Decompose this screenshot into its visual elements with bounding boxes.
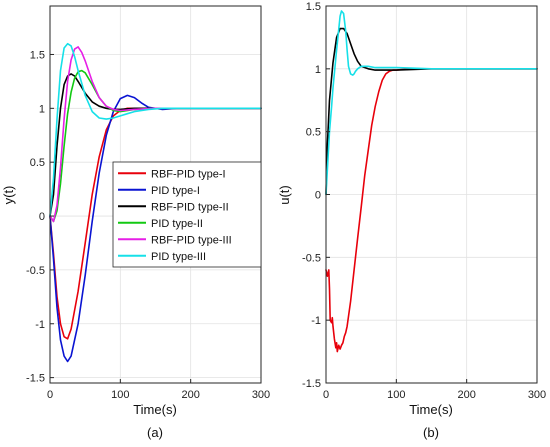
x-tick-label: 200 [457,389,475,401]
panel-a: 0 100 200 300 -1.5 -1 -0.5 0 0.5 1 1.5 Time(s) y(t… [1,5,270,440]
legend: RBF-PID type-I PID type-I RBF-PID type-II P… [112,161,262,268]
subtitle-a: (a) [147,425,163,440]
y-tick-label: 1 [39,103,45,115]
y-tick-label: -0.5 [302,252,321,264]
subtitle-b: (b) [423,425,439,440]
series-line-a-4 [49,46,262,223]
y-tick-label: 0 [39,211,45,223]
y-tick-label: -1 [311,315,321,327]
y-tick-label: -0.5 [26,265,45,277]
legend-label: PID type-II [151,218,203,230]
y-tick-label: 0.5 [306,127,321,139]
y-tick-label: -1 [35,319,45,331]
y-tick-label: 1.5 [30,49,45,61]
series-line-a-5 [49,42,262,217]
x-tick-label: 0 [47,389,53,401]
y-tick-label: 1 [315,64,321,76]
x-tick-label: 100 [111,389,129,401]
legend-box [112,161,262,268]
y-tick-label: 0.5 [30,157,45,169]
legend-label: RBF-PID type-I [151,168,226,180]
legend-label: PID type-III [151,251,206,263]
y-axis-label-b: u(t) [277,185,292,205]
y-axis-label-a: y(t) [1,186,16,205]
x-axis-label-a: Time(s) [133,402,177,417]
series-line-b-1 [325,27,538,196]
x-tick-label: 0 [323,389,329,401]
y-tick-label: 1.5 [306,1,321,13]
x-tick-label: 300 [252,389,270,401]
x-tick-label: 200 [181,389,199,401]
series-line-b-2 [325,10,538,196]
y-tick-label: -1.5 [26,373,45,385]
x-axis-label-b: Time(s) [409,402,453,417]
panel-b: 0 100 200 300 -1.5 -1 -0.5 0 0.5 1 1.5 Time(s) u(t… [277,1,546,440]
legend-label: RBF-PID type-III [151,234,232,246]
x-tick-label: 300 [528,389,546,401]
y-tick-label: -1.5 [302,378,321,390]
x-tick-label: 100 [387,389,405,401]
legend-label: RBF-PID type-II [151,201,229,213]
series-line-b-0 [325,68,538,353]
y-tick-label: 0 [315,190,321,202]
legend-label: PID type-I [151,185,200,197]
